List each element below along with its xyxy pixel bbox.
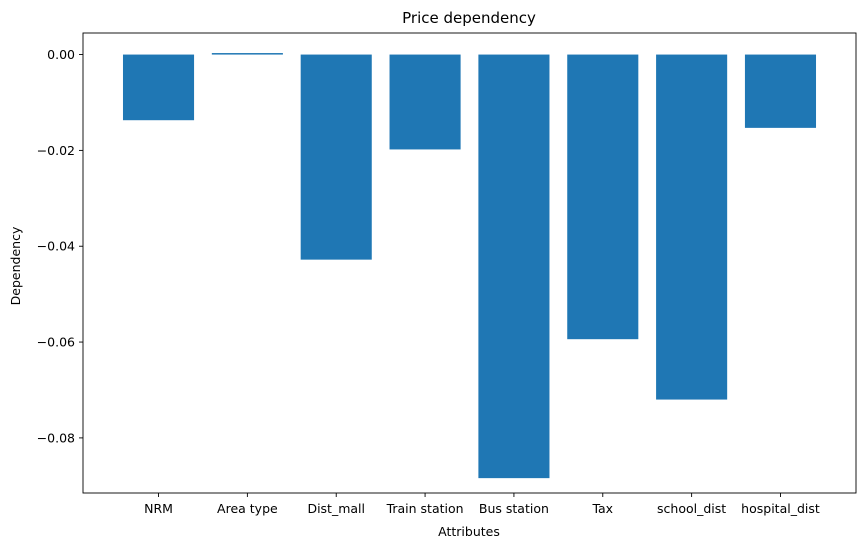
x-tick-label: NRM: [144, 501, 173, 516]
bar-tax: [567, 54, 639, 340]
plot-area: 0.00 −0.02 −0.04 −0.06 −0.08 NRM Area type Dist…: [37, 32, 857, 516]
x-tick-label: school_dist: [657, 501, 726, 516]
x-tick-label: Area type: [217, 501, 278, 516]
bar-hospital-dist: [744, 54, 817, 128]
bar-school-dist: [656, 54, 728, 400]
plot-frame: [82, 32, 857, 494]
y-tick-label: −0.04: [37, 239, 75, 254]
x-tick-label: Tax: [591, 501, 613, 516]
x-tick-label: Bus station: [479, 501, 549, 516]
bar-train-station: [389, 54, 461, 150]
x-tick-label: hospital_dist: [741, 501, 820, 516]
bar-dist-mall: [300, 54, 372, 260]
y-tick-label: 0.00: [47, 47, 75, 62]
bar-nrm: [122, 54, 195, 121]
x-axis-title: Attributes: [438, 524, 500, 539]
y-tick-label: −0.02: [37, 143, 75, 158]
y-tick-label: −0.06: [37, 335, 75, 350]
bar-bus-station: [478, 54, 550, 479]
y-axis-title: Dependency: [8, 226, 23, 305]
bar-area-type: [211, 53, 283, 55]
chart-title: Price dependency: [402, 9, 536, 27]
x-tick-label: Train station: [386, 501, 464, 516]
y-tick-label: −0.08: [37, 430, 75, 445]
x-tick-label: Dist_mall: [307, 501, 365, 516]
